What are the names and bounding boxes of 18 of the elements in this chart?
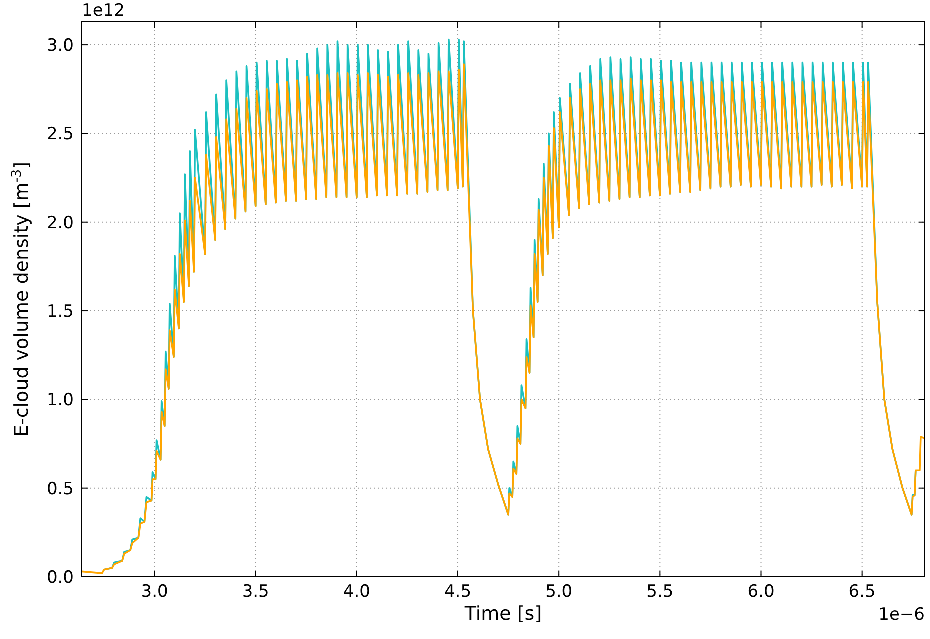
x-tick-label: 5.5 — [646, 582, 674, 602]
x-tick-label: 4.0 — [343, 582, 370, 602]
y-tick-label: 3.0 — [46, 36, 74, 56]
x-tick-label: 6.0 — [748, 582, 775, 602]
x-axis-title: Time [s] — [464, 603, 542, 625]
x-tick-label: 3.5 — [242, 582, 270, 602]
text: 1e12 — [82, 1, 125, 21]
x-tick-label: 6.5 — [848, 582, 876, 602]
text: 1e−6 — [878, 605, 925, 625]
y-tick-label: 0.0 — [46, 568, 74, 588]
y-tick-label: 2.5 — [46, 124, 74, 145]
y-tick-label: 1.0 — [46, 390, 74, 411]
y-tick-label: 1.5 — [46, 302, 74, 322]
x-tick-label: 4.5 — [444, 582, 472, 602]
x-tick-label: 3.0 — [141, 582, 168, 602]
x-tick-label: 5.0 — [546, 582, 573, 602]
y-tick-label: 2.0 — [46, 213, 74, 234]
y-tick-label: 0.5 — [46, 479, 74, 500]
